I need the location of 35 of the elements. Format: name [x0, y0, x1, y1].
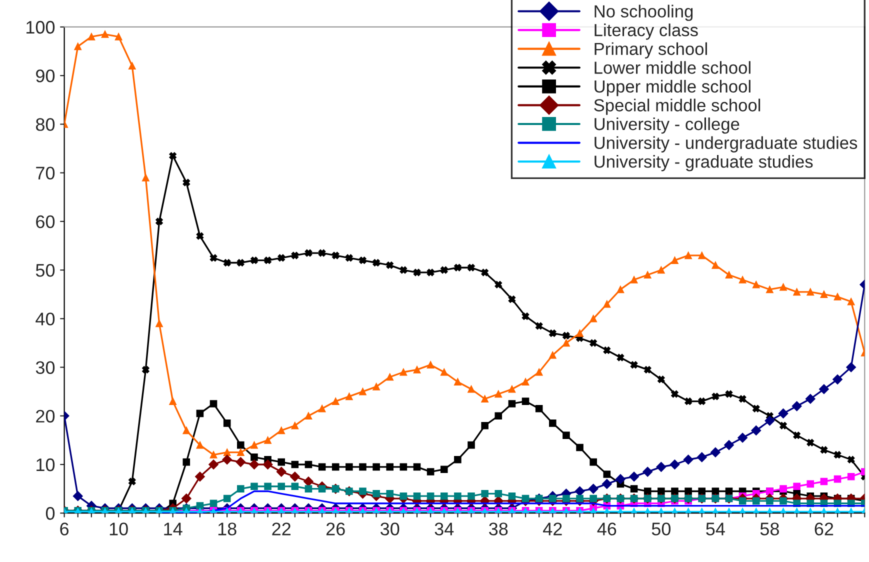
legend-label: Primary school — [594, 42, 707, 59]
y-tick-label: 60 — [36, 215, 55, 228]
x-tick-label: 62 — [814, 522, 834, 536]
legend-label: Upper middle school — [594, 80, 750, 96]
x-tick-label: 14 — [164, 522, 182, 536]
legend-label: Special middle school — [594, 98, 760, 115]
legend-label: Lower middle school — [594, 61, 750, 74]
x-tick-label: 18 — [218, 522, 236, 536]
x-tick-label: 50 — [652, 522, 671, 536]
legend-label: University - college — [594, 117, 740, 134]
x-tick-label: 6 — [60, 522, 69, 536]
y-tick-label: 0 — [46, 507, 55, 520]
x-tick-label: 54 — [706, 522, 725, 536]
legend-label: Literacy class — [594, 24, 698, 40]
y-tick-label: 40 — [36, 312, 55, 326]
legend-label: University - graduate studies — [594, 155, 813, 172]
x-tick-label: 38 — [489, 522, 508, 536]
y-tick-label: 70 — [36, 166, 55, 180]
y-tick-label: 100 — [26, 20, 55, 34]
x-tick-label: 22 — [272, 522, 290, 536]
x-tick-label: 10 — [110, 522, 128, 536]
y-tick-label: 10 — [36, 458, 55, 472]
x-tick-label: 42 — [543, 522, 562, 536]
legend-label: University - undergraduate studies — [594, 136, 858, 152]
y-tick-label: 80 — [36, 118, 55, 131]
x-tick-label: 46 — [597, 522, 616, 536]
x-tick-label: 26 — [326, 522, 345, 536]
x-tick-label: 58 — [760, 522, 779, 536]
y-tick-label: 50 — [36, 264, 55, 277]
x-tick-label: 34 — [434, 522, 454, 536]
y-tick-label: 90 — [36, 70, 55, 82]
x-tick-label: 30 — [380, 522, 400, 536]
y-tick-label: 20 — [36, 410, 55, 423]
y-tick-label: 30 — [36, 361, 55, 374]
legend-label: No schooling — [594, 4, 693, 21]
